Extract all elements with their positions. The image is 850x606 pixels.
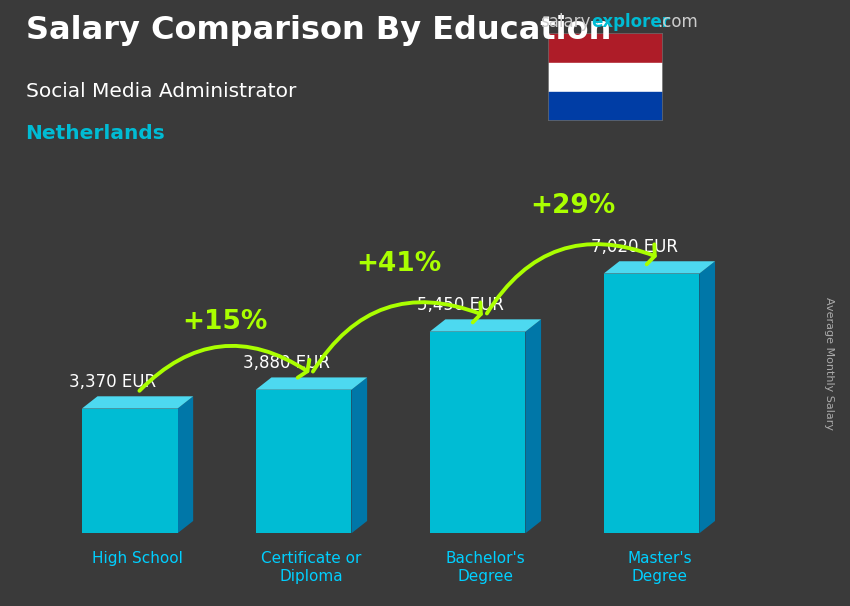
Polygon shape	[256, 378, 367, 390]
Polygon shape	[256, 390, 351, 533]
Polygon shape	[82, 408, 178, 533]
Text: 3,880 EUR: 3,880 EUR	[243, 354, 330, 372]
Text: Average Monthly Salary: Average Monthly Salary	[824, 297, 834, 430]
Text: salary: salary	[540, 13, 590, 32]
Polygon shape	[525, 319, 541, 533]
Text: +29%: +29%	[530, 193, 615, 219]
Text: +15%: +15%	[182, 309, 267, 335]
Polygon shape	[604, 261, 715, 273]
Text: Bachelor's
Degree: Bachelor's Degree	[445, 551, 525, 584]
Polygon shape	[604, 273, 700, 533]
Text: +41%: +41%	[356, 251, 441, 277]
Polygon shape	[430, 331, 525, 533]
Polygon shape	[178, 396, 193, 533]
Bar	[548, 92, 663, 121]
Text: .com: .com	[657, 13, 698, 32]
Text: explorer: explorer	[591, 13, 670, 32]
Text: Salary Comparison By Education: Salary Comparison By Education	[26, 15, 611, 46]
Text: High School: High School	[92, 551, 183, 566]
Text: 3,370 EUR: 3,370 EUR	[69, 373, 156, 391]
Text: 7,020 EUR: 7,020 EUR	[591, 238, 677, 256]
Polygon shape	[700, 261, 715, 533]
Polygon shape	[351, 378, 367, 533]
Text: Social Media Administrator: Social Media Administrator	[26, 82, 296, 101]
Bar	[548, 62, 663, 92]
Polygon shape	[82, 396, 193, 408]
Polygon shape	[430, 319, 541, 331]
Text: Master's
Degree: Master's Degree	[627, 551, 692, 584]
Text: 5,450 EUR: 5,450 EUR	[416, 296, 503, 314]
Text: Certificate or
Diploma: Certificate or Diploma	[261, 551, 361, 584]
Bar	[548, 33, 663, 62]
Text: Netherlands: Netherlands	[26, 124, 165, 143]
